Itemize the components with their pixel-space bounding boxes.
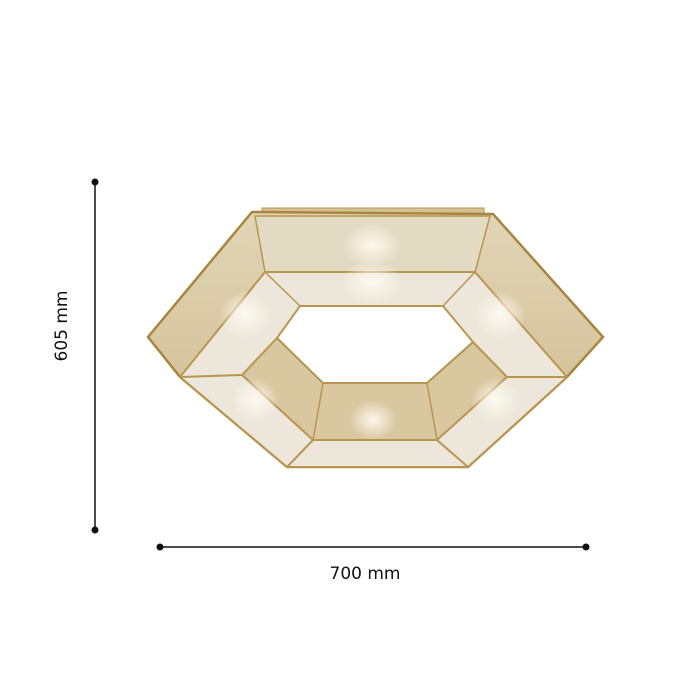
panel-seam <box>426 382 438 441</box>
height-dimension-line <box>91 178 99 534</box>
bulb-glow <box>342 260 402 304</box>
panel-seam <box>442 271 476 307</box>
bulb-glow <box>349 400 397 440</box>
width-label: 700 mm <box>329 564 401 584</box>
center-opening <box>275 305 475 384</box>
panel-seam <box>436 439 469 468</box>
panel-seam <box>264 271 301 307</box>
hexagonal-lamp <box>146 207 605 469</box>
dimension-endpoint <box>91 178 99 186</box>
bulb-glow <box>231 378 279 422</box>
height-label: 605 mm <box>52 290 72 362</box>
panel-seam <box>286 439 314 468</box>
bulb-glow <box>342 223 402 267</box>
dimension-endpoint <box>156 543 164 551</box>
dimension-endpoint <box>582 543 590 551</box>
width-dimension-line <box>156 543 590 551</box>
panel-seam <box>179 374 243 378</box>
bulb-glow <box>474 291 526 339</box>
bulb-glow <box>219 291 271 339</box>
dimension-endpoint <box>91 526 99 534</box>
bulb-glow <box>471 378 519 422</box>
panel-seam <box>312 382 324 441</box>
